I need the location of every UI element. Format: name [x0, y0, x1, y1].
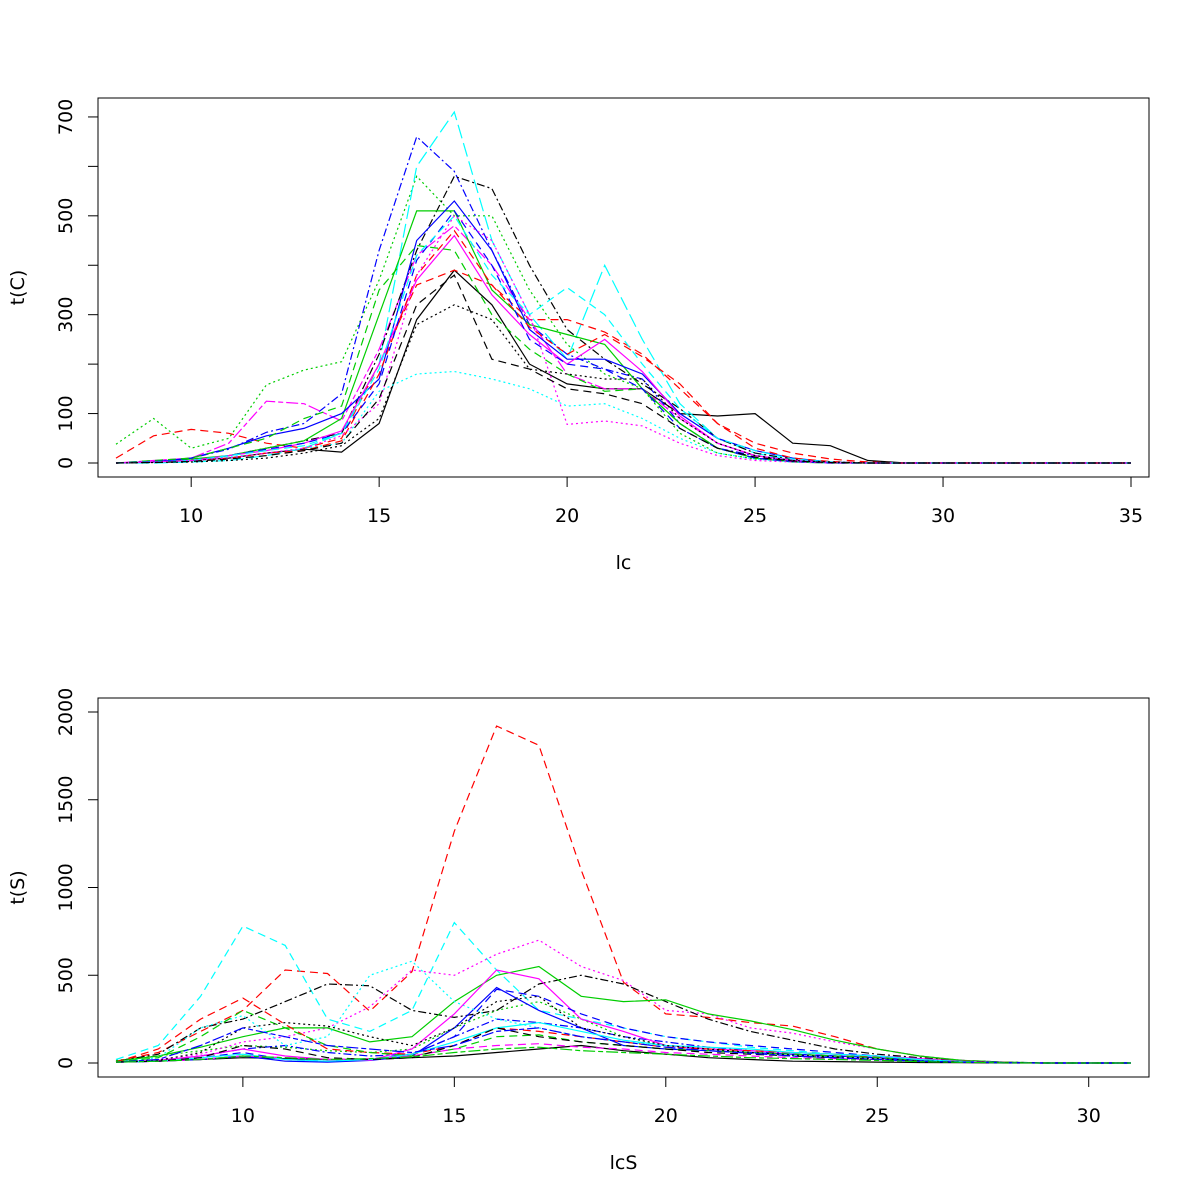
- series-line-5: [116, 110, 1131, 464]
- x-tick-label: 30: [1077, 1105, 1101, 1127]
- series-line-2: [115, 269, 1131, 464]
- series-line-8: [115, 210, 1131, 464]
- x-tick-label: 15: [442, 1105, 466, 1127]
- x-axis-label: lc: [616, 552, 632, 574]
- series-line-3: [115, 175, 1131, 464]
- series-line-18: [115, 304, 1131, 464]
- series-line-13: [115, 1009, 1131, 1064]
- x-tick-label: 30: [931, 505, 955, 527]
- series-line-1: [115, 1044, 1131, 1064]
- y-tick-label: 1500: [55, 776, 77, 824]
- y-tick-label: 0: [55, 457, 77, 469]
- series-line-7: [115, 175, 1131, 464]
- y-axis-label: t(S): [7, 870, 29, 904]
- plot-frame: [97, 97, 1150, 478]
- y-tick-label: 500: [55, 198, 77, 234]
- series-line-9: [115, 200, 1131, 464]
- series-line-13: [115, 244, 1131, 464]
- series-line-6: [115, 224, 1131, 464]
- y-axis-label: t(C): [7, 270, 29, 306]
- series-line-11: [115, 234, 1131, 464]
- series-line-15: [115, 214, 1131, 464]
- series-line-12: [115, 229, 1131, 464]
- y-tick-label: 0: [55, 1057, 77, 1069]
- plot-frame: [97, 697, 1150, 1078]
- x-axis: 10 15 20 25 30: [231, 1076, 1101, 1127]
- series-line-16: [115, 214, 1131, 464]
- series-line-19: [115, 1027, 1131, 1064]
- plot-2-ts-vs-lcs: 10 15 20 25 30 0 500 1000 1500 2000 lcS t(S): [7, 688, 1150, 1174]
- y-tick-label: 300: [55, 297, 77, 333]
- y-axis: 0 500 1000 1500 2000: [55, 688, 99, 1069]
- series-line-2: [115, 725, 1131, 1064]
- y-tick-label: 500: [55, 957, 77, 993]
- series-line-4: [115, 1018, 1131, 1064]
- x-tick-label: 20: [654, 1105, 678, 1127]
- series-line-7: [115, 974, 1131, 1064]
- x-tick-label: 10: [231, 1105, 255, 1127]
- x-tick-label: 10: [179, 505, 203, 527]
- series-line-10: [115, 960, 1131, 1064]
- plot-1-tc-vs-lc: 10 15 20 25 30 35 0 100 300 500 700 lc t(C): [7, 97, 1150, 574]
- y-tick-label: 700: [55, 99, 77, 135]
- x-tick-label: 25: [865, 1105, 889, 1127]
- x-tick-label: 15: [367, 505, 391, 527]
- y-axis: 0 100 300 500 700: [55, 99, 99, 469]
- y-tick-label: 2000: [55, 688, 77, 736]
- x-axis: 10 15 20 25 30 35: [179, 476, 1143, 527]
- y-tick-label: 100: [55, 395, 77, 431]
- series-line-17: [115, 274, 1131, 464]
- series-line-17: [115, 1027, 1131, 1064]
- series-line-4: [115, 135, 1131, 464]
- x-tick-label: 35: [1119, 505, 1143, 527]
- x-tick-label: 20: [555, 505, 579, 527]
- x-tick-label: 25: [743, 505, 767, 527]
- series-line-20: [115, 1046, 1131, 1064]
- series-line-14: [115, 209, 1131, 464]
- x-axis-label: lcS: [610, 1152, 638, 1174]
- y-tick-label: 1000: [55, 863, 77, 911]
- series-line-9: [115, 986, 1131, 1064]
- series-line-10: [115, 370, 1131, 464]
